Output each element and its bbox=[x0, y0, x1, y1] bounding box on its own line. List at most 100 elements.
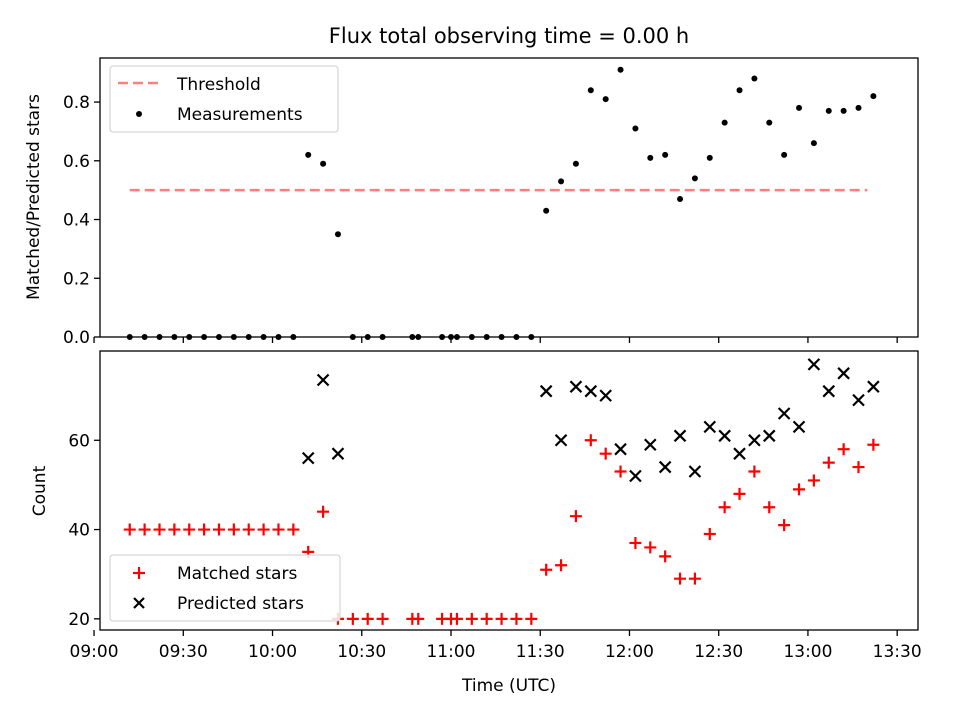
count-y-axis: 20 40 60 bbox=[68, 431, 100, 630]
matched-star-point bbox=[718, 501, 731, 514]
count-y-tick-label: 20 bbox=[68, 610, 90, 630]
matched-star-point bbox=[688, 572, 701, 585]
measurement-point bbox=[230, 334, 237, 340]
measurement-point bbox=[415, 334, 422, 340]
predicted-star-point bbox=[644, 438, 657, 452]
predicted-legend-label: Predicted stars bbox=[177, 594, 304, 614]
matched-star-point bbox=[822, 456, 835, 469]
count-legend-box bbox=[109, 554, 341, 622]
predicted-star-point bbox=[807, 358, 821, 371]
measurement-point bbox=[141, 334, 148, 340]
matched-star-point bbox=[569, 510, 582, 523]
predicted-star-point bbox=[331, 447, 345, 460]
measurement-point bbox=[662, 151, 669, 158]
measurement-point bbox=[781, 151, 788, 158]
matched-legend-label: Matched stars bbox=[177, 564, 297, 584]
predicted-star-point bbox=[867, 380, 880, 393]
measurement-point bbox=[632, 125, 639, 132]
measurement-point bbox=[320, 160, 327, 167]
matched-star-point bbox=[287, 523, 300, 536]
x-axis-label: Time (UTC) bbox=[461, 676, 556, 696]
count-x-axis: 09:00 09:30 10:00 10:30 11:00 11:30 12:00 12:30… bbox=[70, 630, 922, 662]
predicted-legend-swatch bbox=[133, 597, 145, 609]
ratio-y-tick-label: 0.4 bbox=[63, 211, 90, 231]
predicted-star-point bbox=[718, 429, 731, 443]
count-panel: 20 40 60 09:00 09:30 10:00 10:30 11:00 11:30 12:… bbox=[30, 350, 922, 696]
measurements-legend-swatch bbox=[136, 111, 142, 117]
measurements-legend-label: Measurements bbox=[177, 105, 303, 125]
measurement-point bbox=[543, 207, 550, 214]
count-y-tick-label: 60 bbox=[68, 431, 90, 451]
measurement-point bbox=[245, 334, 252, 340]
matched-star-point bbox=[257, 523, 270, 536]
matched-star-point bbox=[703, 528, 716, 541]
predicted-star-point bbox=[584, 384, 598, 398]
measurement-point bbox=[186, 334, 193, 340]
matched-star-point bbox=[183, 523, 196, 536]
measurement-point bbox=[870, 93, 877, 100]
matched-star-point bbox=[450, 612, 463, 625]
count-legend: Matched stars Predicted stars bbox=[109, 554, 341, 622]
measurement-point bbox=[349, 334, 356, 340]
count-y-axis-label: Count bbox=[30, 465, 50, 516]
predicted-star-point bbox=[733, 447, 746, 460]
matched-star-point bbox=[555, 559, 568, 572]
predicted-star-point bbox=[688, 465, 702, 478]
measurement-point bbox=[587, 87, 594, 94]
measurement-point bbox=[736, 87, 743, 94]
predicted-star-point bbox=[703, 420, 717, 434]
ratio-y-tick-label: 0.0 bbox=[63, 328, 90, 348]
measurement-point bbox=[766, 119, 773, 126]
measurement-point bbox=[215, 334, 222, 340]
x-tick-label: 13:00 bbox=[783, 642, 832, 662]
matched-star-point bbox=[495, 612, 508, 625]
measurement-point bbox=[483, 334, 490, 340]
x-tick-label: 10:30 bbox=[337, 642, 386, 662]
matched-star-point bbox=[227, 523, 240, 536]
x-tick-label: 11:30 bbox=[516, 642, 565, 662]
predicted-star-point bbox=[301, 451, 315, 465]
chart-title: Flux total observing time = 0.00 h bbox=[329, 24, 689, 48]
measurement-point bbox=[528, 334, 535, 340]
measurement-point bbox=[572, 160, 579, 167]
measurement-point bbox=[796, 104, 803, 111]
matched-star-point bbox=[674, 572, 687, 585]
matched-star-point bbox=[644, 541, 657, 554]
measurement-point bbox=[275, 334, 282, 340]
matched-star-point bbox=[153, 523, 166, 536]
ratio-y-axis: 0.0 0.2 0.4 0.6 0.8 bbox=[63, 93, 100, 348]
matched-star-point bbox=[837, 443, 850, 456]
ratio-legend-box bbox=[109, 65, 339, 133]
measurement-point bbox=[201, 334, 208, 340]
matched-star-point bbox=[198, 523, 211, 536]
matched-star-point bbox=[807, 474, 820, 487]
predicted-star-point bbox=[748, 434, 761, 447]
ratio-plot-frame bbox=[99, 57, 919, 338]
measurement-point bbox=[379, 334, 386, 340]
matched-star-point bbox=[748, 465, 761, 478]
measurement-point bbox=[305, 151, 312, 158]
matched-star-point bbox=[584, 434, 597, 447]
matched-star-point bbox=[852, 461, 865, 474]
predicted-star-point bbox=[316, 373, 330, 387]
matched-legend-swatch bbox=[133, 567, 145, 579]
ratio-panel: Flux total observing time = 0.00 h 0.00.… bbox=[24, 24, 919, 348]
matched-star-point bbox=[733, 487, 746, 500]
measurement-point bbox=[498, 334, 505, 340]
measurement-point bbox=[453, 334, 460, 340]
matched-star-point bbox=[376, 612, 389, 625]
matched-star-point bbox=[272, 523, 285, 536]
matched-star-point bbox=[659, 550, 672, 563]
matched-star-point bbox=[525, 612, 538, 625]
predicted-star-point bbox=[762, 429, 776, 443]
measurement-point bbox=[810, 140, 817, 147]
measurement-point bbox=[558, 178, 565, 185]
ratio-y-tick-label: 0.8 bbox=[63, 93, 90, 113]
matched-star-point bbox=[540, 563, 553, 576]
count-y-tick-label: 40 bbox=[68, 521, 90, 541]
predicted-star-point bbox=[658, 460, 672, 474]
matched-star-point bbox=[123, 523, 136, 536]
matched-star-point bbox=[168, 523, 181, 536]
measurement-point bbox=[721, 119, 728, 126]
